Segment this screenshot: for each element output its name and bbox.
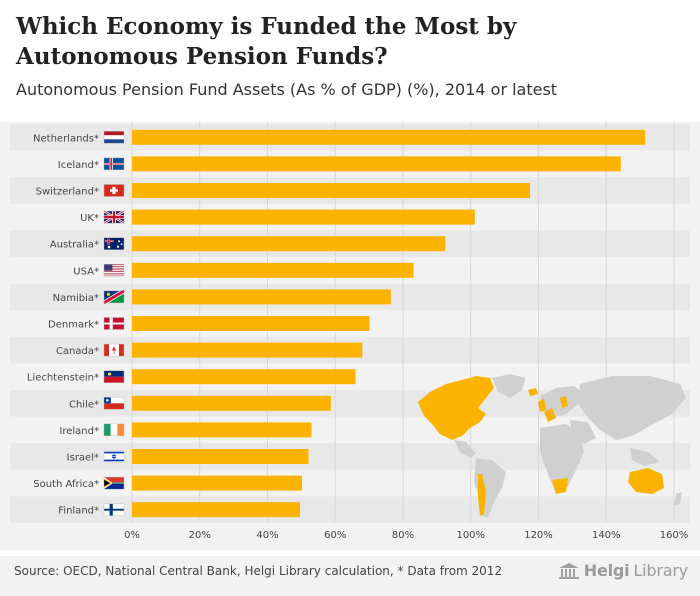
- category-label: Finland*: [58, 506, 99, 517]
- category-label: Israel*: [67, 453, 99, 464]
- category-label: South Africa*: [33, 479, 99, 490]
- uk-flag-icon: [103, 210, 125, 225]
- map-iceland: [528, 388, 538, 396]
- category-label: Namibia*: [53, 293, 99, 304]
- map-new-zealand: [674, 492, 682, 506]
- usa-flag-icon: [103, 264, 125, 277]
- namibia-flag-icon: [102, 288, 126, 305]
- bar-chile[interactable]: [132, 395, 331, 411]
- finland-flag-icon: [103, 503, 125, 516]
- x-tick-label: 0%: [124, 530, 140, 541]
- map-chile: [478, 474, 486, 516]
- world-map: [418, 374, 686, 518]
- australia-flag-icon: [103, 237, 125, 250]
- iceland-flag-icon: [103, 157, 125, 171]
- bar-uk[interactable]: [132, 209, 475, 225]
- map-north-america: [418, 376, 494, 440]
- denmark-flag-icon: [103, 317, 125, 330]
- brand-helgi: Helgi: [583, 561, 630, 580]
- category-label: Netherlands*: [33, 133, 99, 144]
- netherlands-flag-icon: [103, 131, 125, 144]
- bars: [132, 129, 646, 518]
- category-label: UK*: [80, 213, 99, 224]
- x-tick-label: 20%: [189, 530, 211, 541]
- bar-australia[interactable]: [132, 236, 446, 252]
- brand-library: Library: [633, 561, 688, 580]
- x-tick-label: 160%: [660, 530, 689, 541]
- category-label: USA*: [73, 266, 99, 277]
- source-note: Source: OECD, National Central Bank, Hel…: [14, 564, 503, 578]
- category-label: Iceland*: [58, 160, 99, 171]
- chile-flag-icon: [103, 397, 125, 410]
- flags: [102, 131, 126, 516]
- map-southern-africa: [552, 478, 568, 494]
- bar-liechtenstein[interactable]: [132, 369, 356, 385]
- bar-ireland[interactable]: [132, 422, 312, 438]
- map-asia: [578, 376, 686, 440]
- chart-panel: Netherlands* Iceland* Switzerland* UK* Austr…: [0, 122, 700, 550]
- bar-denmark[interactable]: [132, 316, 370, 331]
- bar-switzerland[interactable]: [132, 183, 531, 198]
- bar-canada[interactable]: [132, 342, 363, 358]
- x-tick-label: 80%: [392, 530, 414, 541]
- bar-israel[interactable]: [132, 449, 309, 464]
- x-axis-ticks: 0% 20% 40% 60% 80% 100% 120% 140% 160%: [124, 530, 688, 541]
- switzerland-flag-icon: [103, 184, 125, 197]
- map-australia: [628, 468, 664, 494]
- x-tick-label: 120%: [524, 530, 553, 541]
- bar-usa[interactable]: [132, 262, 414, 278]
- library-building-icon: [558, 562, 579, 579]
- israel-flag-icon: [103, 450, 125, 463]
- bar-netherlands[interactable]: [132, 129, 646, 145]
- x-tick-label: 40%: [256, 530, 278, 541]
- chart-title: Which Economy is Funded the Most by Auto…: [16, 13, 517, 70]
- x-tick-label: 60%: [324, 530, 346, 541]
- category-label: Denmark*: [48, 320, 99, 331]
- bar-finland[interactable]: [132, 502, 301, 518]
- map-greenland: [492, 374, 526, 398]
- bar-namibia[interactable]: [132, 289, 391, 305]
- map-middle-east: [570, 420, 596, 444]
- ireland-flag-icon: [103, 423, 125, 437]
- category-label: Chile*: [69, 399, 99, 410]
- map-central-america: [454, 440, 476, 458]
- map-europe-highlight: [544, 396, 568, 422]
- category-label: Ireland*: [59, 426, 99, 437]
- map-southeast-asia: [630, 448, 660, 466]
- category-label: Canada*: [56, 346, 99, 357]
- x-tick-label: 140%: [592, 530, 621, 541]
- bar-chart: Netherlands* Iceland* Switzerland* UK* Austr…: [10, 122, 690, 541]
- category-label: Australia*: [50, 240, 99, 251]
- category-labels: Netherlands* Iceland* Switzerland* UK* Austr…: [27, 133, 99, 516]
- helgi-library-logo[interactable]: Helgi Library: [558, 561, 688, 580]
- map-uk-ireland: [538, 398, 546, 412]
- canada-flag-icon: [103, 343, 125, 357]
- bar-south-africa[interactable]: [132, 475, 303, 491]
- category-label: Switzerland*: [36, 187, 99, 198]
- chart-subtitle: Autonomous Pension Fund Assets (As % of …: [16, 80, 558, 99]
- south-africa-flag-icon: [103, 476, 125, 490]
- map-africa: [540, 424, 584, 494]
- category-label: Liechtenstein*: [27, 373, 99, 384]
- bar-iceland[interactable]: [132, 156, 621, 172]
- liechtenstein-flag-icon: [103, 370, 125, 383]
- x-tick-label: 100%: [456, 530, 485, 541]
- footer-bar: [0, 556, 700, 596]
